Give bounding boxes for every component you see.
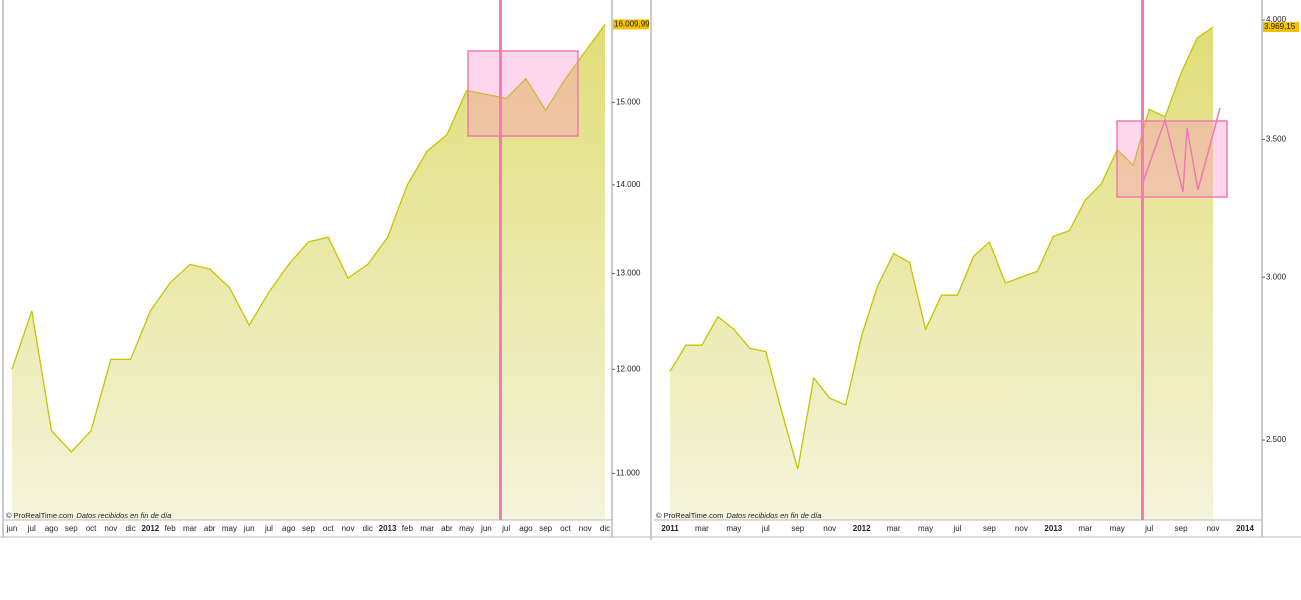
x-tick-label: 2014: [1236, 524, 1254, 533]
x-tick-label: ago: [45, 524, 59, 533]
highlight-box: [1116, 120, 1228, 198]
price-line: [669, 26, 1214, 470]
x-tick-label: may: [459, 524, 474, 533]
source-note: Datos recibidos en fin de día: [726, 511, 821, 520]
x-tick-label: sep: [65, 524, 78, 533]
x-tick-label: 2012: [853, 524, 871, 533]
x-tick-label: jul: [761, 524, 770, 533]
x-tick-label: oct: [323, 524, 334, 533]
x-tick-label: jul: [264, 524, 273, 533]
x-tick-label: nov: [1015, 524, 1028, 533]
x-tick-label: feb: [165, 524, 177, 533]
x-tick-label: may: [222, 524, 237, 533]
zigzag-drawing: [1141, 107, 1221, 193]
x-tick-label: nov: [104, 524, 117, 533]
drawings: [0, 0, 1301, 540]
x-tick-label: nov: [1207, 524, 1220, 533]
x-tick-label: mar: [695, 524, 709, 533]
y-tick-label: 15.000: [616, 97, 641, 106]
x-tick-label: ago: [282, 524, 296, 533]
vertical-marker: [499, 0, 502, 520]
x-tick-label: jul: [27, 524, 36, 533]
x-tick-label: jul: [952, 524, 961, 533]
x-tick-label: dic: [125, 524, 135, 533]
y-tick-label: 12.000: [616, 364, 641, 373]
x-tick-label: jun: [243, 524, 255, 533]
x-tick-label: 2013: [379, 524, 397, 533]
last-price-label: 16.009,99: [614, 20, 650, 29]
x-tick-label: nov: [579, 524, 592, 533]
last-price-label: 3.969,15: [1264, 22, 1296, 31]
x-tick-label: sep: [983, 524, 996, 533]
source-name: © ProRealTime.com: [656, 511, 723, 520]
x-tick-label: feb: [402, 524, 414, 533]
y-tick-label: 3.000: [1266, 272, 1287, 281]
x-tick-label: mar: [183, 524, 197, 533]
area-fill: [670, 27, 1214, 520]
price-line: [11, 24, 606, 453]
x-tick-label: sep: [302, 524, 315, 533]
x-tick-label: abr: [441, 524, 453, 533]
x-tick-label: mar: [887, 524, 901, 533]
y-tick-label: 4.000: [1266, 15, 1287, 24]
x-tick-label: sep: [1175, 524, 1188, 533]
x-tick-label: sep: [539, 524, 552, 533]
y-tick-label: 2.500: [1266, 435, 1287, 444]
x-tick-label: oct: [86, 524, 97, 533]
x-tick-label: jul: [501, 524, 510, 533]
y-tick-label: 11.000: [616, 469, 640, 478]
x-tick-label: mar: [1078, 524, 1092, 533]
x-tick-label: oct: [560, 524, 571, 533]
last-price-tag: [613, 19, 649, 30]
area-fill: [12, 24, 605, 521]
y-tick-label: 3.500: [1266, 135, 1287, 144]
x-tick-label: nov: [342, 524, 355, 533]
x-tick-label: may: [918, 524, 933, 533]
x-tick-label: sep: [791, 524, 804, 533]
y-tick-label: 14.000: [616, 180, 641, 189]
y-tick-label: 13.000: [616, 269, 641, 278]
source-name: © ProRealTime.com: [6, 511, 73, 520]
vertical-marker: [1141, 0, 1144, 520]
x-tick-label: 2011: [661, 524, 679, 533]
x-tick-label: abr: [204, 524, 216, 533]
x-tick-label: dic: [600, 524, 610, 533]
source: © ProRealTime.com Datos recibidos en fin …: [656, 511, 821, 520]
source: © ProRealTime.com Datos recibidos en fin …: [6, 511, 171, 520]
x-tick-label: jun: [480, 524, 492, 533]
source-note: Datos recibidos en fin de día: [76, 511, 171, 520]
x-tick-label: dic: [363, 524, 373, 533]
x-tick-label: may: [726, 524, 741, 533]
x-tick-label: jul: [1144, 524, 1153, 533]
x-tick-label: 2012: [141, 524, 159, 533]
x-tick-label: nov: [823, 524, 836, 533]
x-tick-label: 2013: [1044, 524, 1062, 533]
x-tick-label: mar: [420, 524, 434, 533]
highlight-box: [467, 50, 579, 137]
x-tick-label: jun: [6, 524, 18, 533]
x-tick-label: may: [1110, 524, 1125, 533]
last-price-tag: [1263, 22, 1299, 33]
x-tick-label: ago: [519, 524, 533, 533]
